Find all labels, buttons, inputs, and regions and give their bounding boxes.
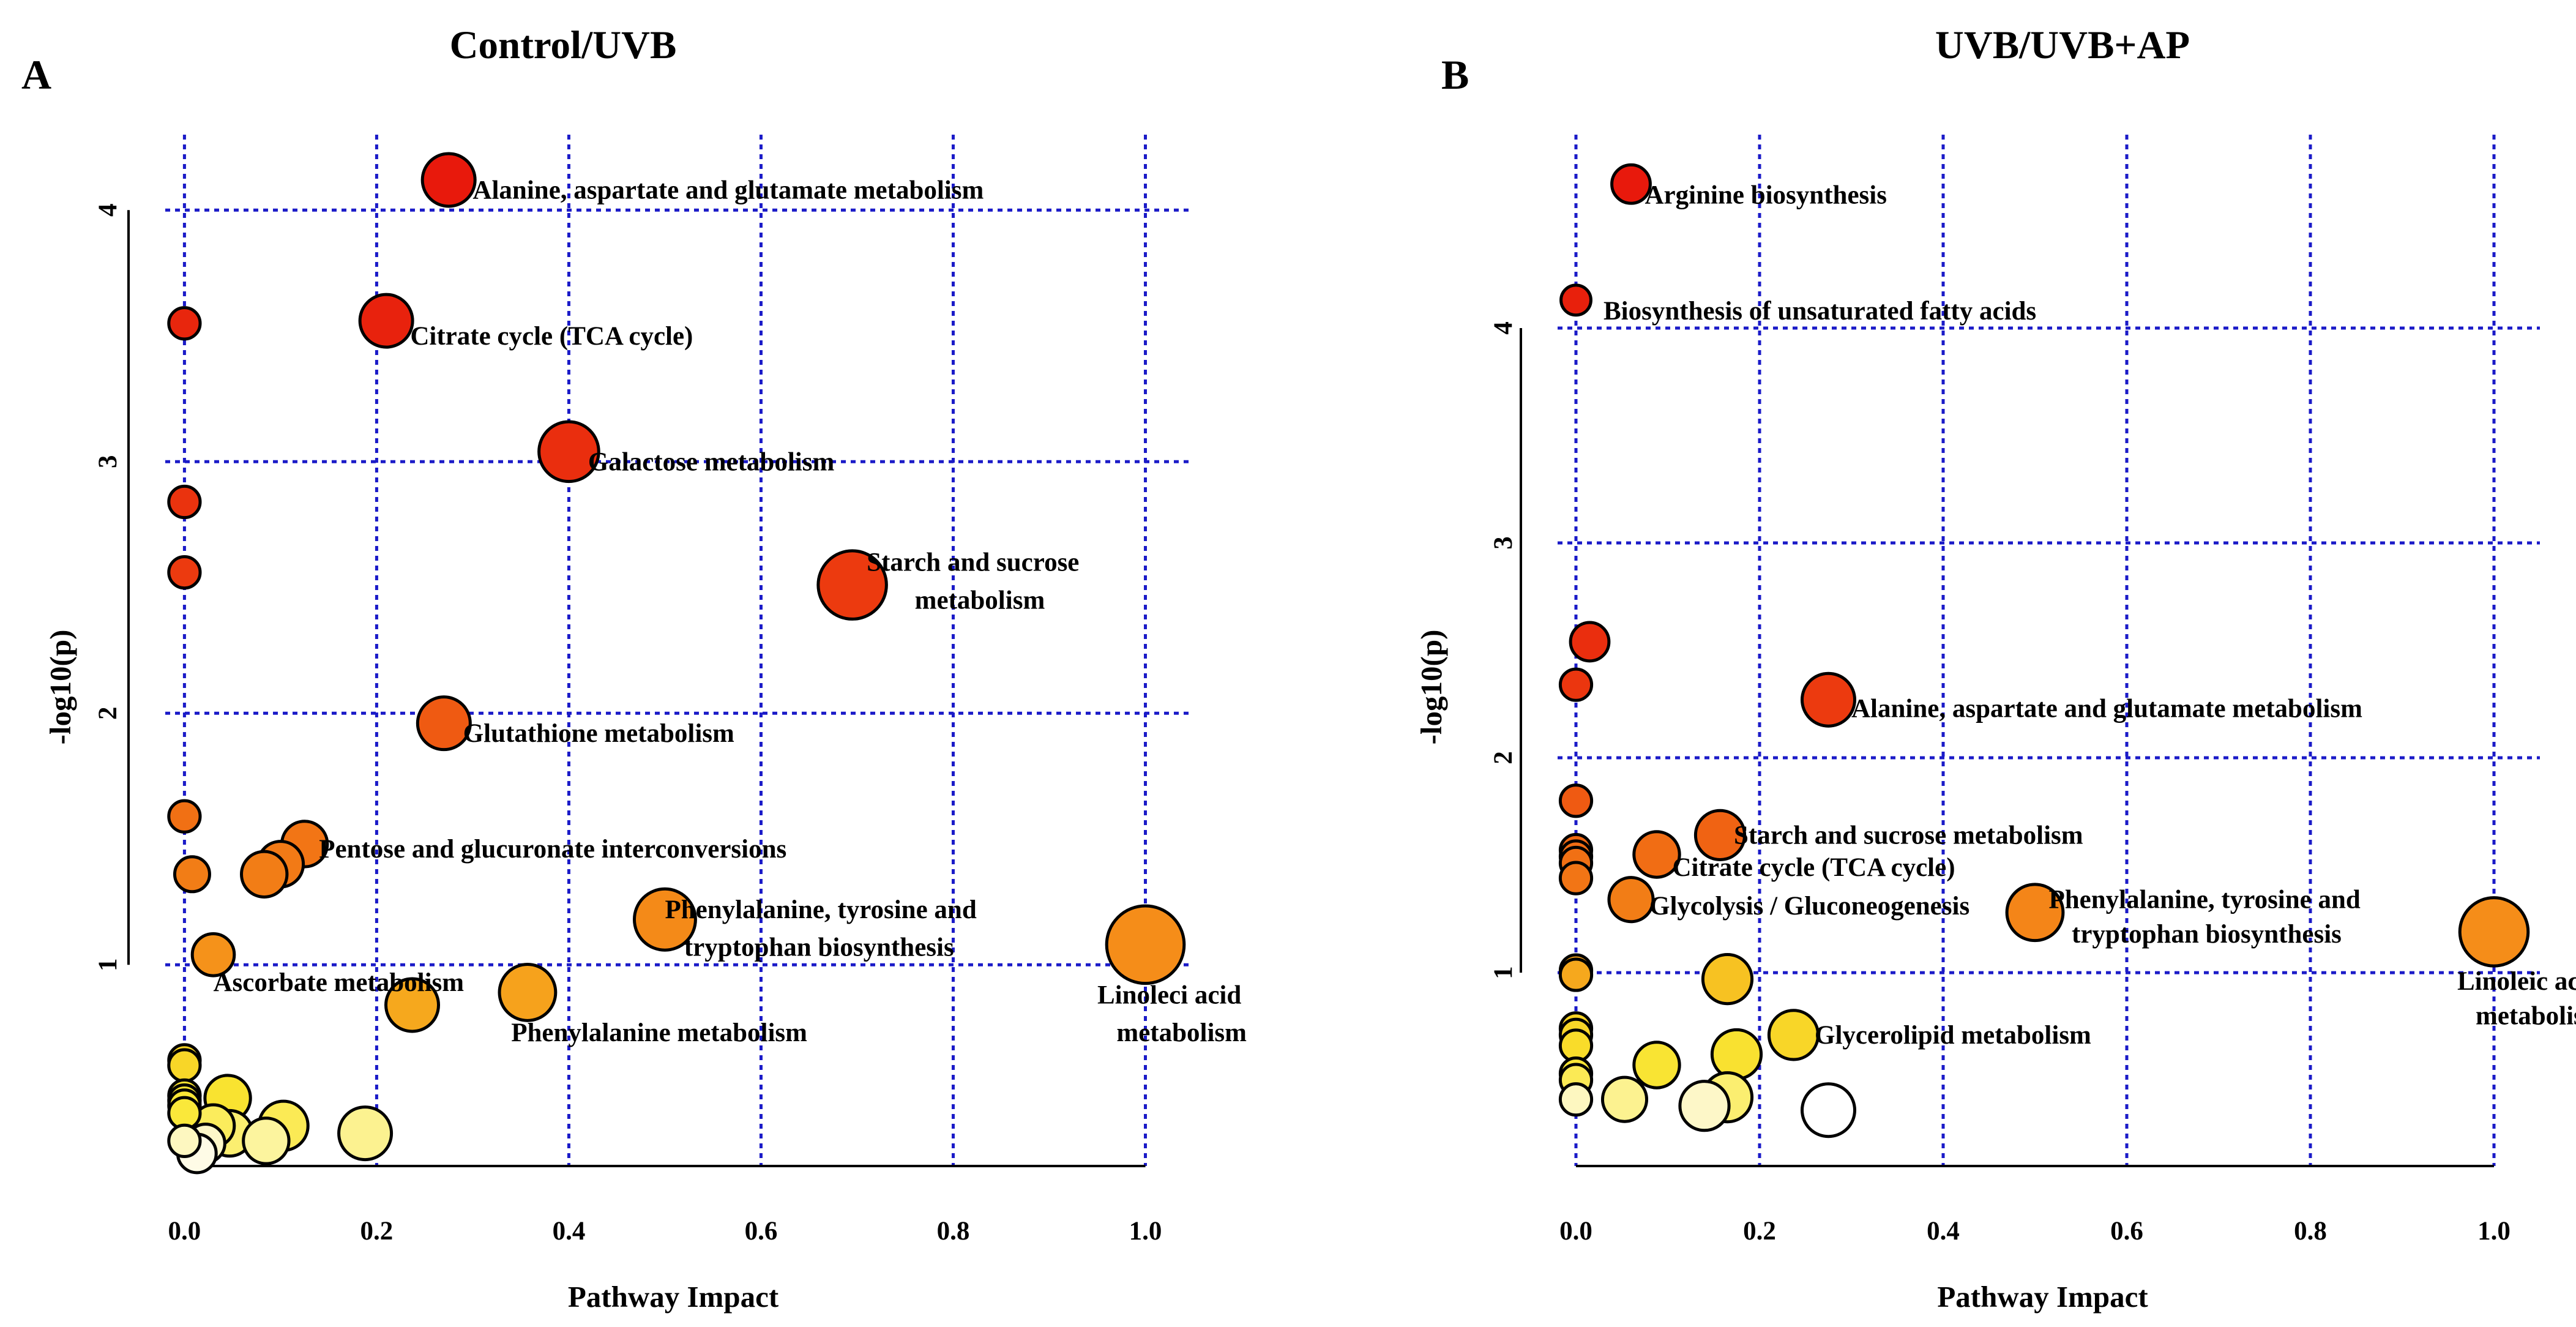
data-point <box>167 1048 202 1083</box>
point-label: Citrate cycle (TCA cycle) <box>410 322 693 351</box>
panel-a: A Control/UVB 0.0 0.2 0.4 0.6 0.8 1.0 1 2 3 4 Pathwa… <box>21 23 1247 1314</box>
x-tick-label: 0.6 <box>745 1217 778 1246</box>
data-point <box>632 887 697 952</box>
data-point <box>173 855 211 894</box>
point-label: Pentose and glucuronate interconversions <box>319 835 786 864</box>
data-point <box>1710 1028 1763 1081</box>
y-axis-title: -log10(p) <box>43 630 77 745</box>
data-point <box>1558 667 1594 702</box>
data-point <box>1558 957 1594 992</box>
point-label: Glycolysis / Gluconeogenesis <box>1649 892 1969 921</box>
data-point <box>1600 1075 1649 1123</box>
point-label: Glycerolipid metabolism <box>1815 1021 2091 1050</box>
x-tick-label: 0.6 <box>2110 1217 2143 1246</box>
y-tick-label: 3 <box>94 455 122 469</box>
x-tick-label: 0.8 <box>2294 1217 2327 1246</box>
data-point <box>1607 876 1655 924</box>
x-tick-label: 0.4 <box>553 1217 586 1246</box>
point-label: metabolism <box>1116 1019 1247 1047</box>
data-point <box>167 799 202 834</box>
x-tick-label: 0.2 <box>1743 1217 1776 1246</box>
point-label: metabolism <box>915 586 1045 615</box>
x-tick-label: 0.8 <box>937 1217 970 1246</box>
y-tick-label: 4 <box>94 204 122 217</box>
data-point <box>498 963 558 1022</box>
y-tick-label: 1 <box>94 958 122 971</box>
point-label: tryptophan biosynthesis <box>2072 920 2342 949</box>
point-label: Linoleci acid <box>1097 981 1241 1010</box>
point-label: Phenylalanine, tyrosine and <box>2049 886 2361 914</box>
data-point <box>2005 883 2065 943</box>
data-point <box>816 549 888 621</box>
x-tick-label: 0.0 <box>168 1217 201 1246</box>
y-tick-label: 1 <box>1489 966 1518 979</box>
data-point <box>1693 809 1747 861</box>
data-point <box>358 293 414 349</box>
data-point <box>1558 861 1594 895</box>
x-tick-label: 0.4 <box>1927 1217 1960 1246</box>
y-tick-label: 2 <box>1489 751 1518 764</box>
data-point <box>167 484 202 520</box>
point-label: Ascorbate metabolism <box>214 968 465 997</box>
panel-b: B UVB/UVB+AP 0.0 0.2 0.4 0.6 0.8 1.0 1 2 3 4 Pathway… <box>1414 23 2576 1314</box>
point-label: Arginine biosynthesis <box>1645 181 1887 209</box>
point-label: Starch and sucrose metabolism <box>1734 821 2083 850</box>
point-label: Starch and sucrose <box>867 548 1079 577</box>
data-point <box>1610 163 1652 205</box>
data-point <box>240 850 289 899</box>
x-tick-label: 0.2 <box>360 1217 394 1246</box>
data-point <box>384 977 441 1033</box>
y-tick-label: 4 <box>1489 321 1518 335</box>
panel-letter: B <box>1441 51 1469 98</box>
data-point <box>1559 283 1592 317</box>
x-tick-label: 0.0 <box>1559 1217 1592 1246</box>
panel-letter: A <box>21 51 51 98</box>
y-tick-label: 3 <box>1489 536 1518 550</box>
data-point <box>537 420 600 484</box>
data-point <box>167 555 202 590</box>
point-label: Phenylalanine, tyrosine and <box>665 895 976 924</box>
data-point <box>167 306 202 341</box>
y-tick-label: 2 <box>94 706 122 720</box>
chart-title: UVB/UVB+AP <box>1935 23 2190 67</box>
data-point <box>1701 952 1754 1006</box>
data-point <box>1569 621 1611 663</box>
data-point <box>167 1123 202 1159</box>
point-label: Linoleic acid <box>2457 967 2576 996</box>
data-point <box>1632 1041 1681 1090</box>
point-label: Alanine, aspartate and glutamate metabol… <box>1851 694 2362 723</box>
x-axis-title: Pathway Impact <box>1937 1280 2148 1314</box>
data-point <box>190 932 236 977</box>
chart-title: Control/UVB <box>450 23 677 67</box>
data-point <box>1558 783 1594 818</box>
point-label: Alanine, aspartate and glutamate metabol… <box>472 176 984 204</box>
point-label: Citrate cycle (TCA cycle) <box>1673 853 1955 882</box>
data-point <box>2458 896 2530 968</box>
y-axis-title: -log10(p) <box>1414 630 1448 745</box>
point-label: metabolism <box>2476 1001 2576 1030</box>
point-label: Biosynthesis of unsaturated fatty acids <box>1603 297 2036 326</box>
point-label: Phenylalanine metabolism <box>511 1019 807 1047</box>
data-point <box>1105 904 1186 985</box>
point-label: Glutathione metabolism <box>463 719 734 748</box>
data-point <box>1801 1082 1856 1138</box>
x-tick-label: 1.0 <box>2477 1217 2511 1246</box>
data-point <box>1632 830 1681 879</box>
data-point <box>1801 671 1856 728</box>
data-point <box>337 1105 394 1162</box>
data-point <box>1678 1080 1731 1132</box>
data-point <box>242 1116 291 1165</box>
data-point <box>416 695 472 752</box>
point-label: tryptophan biosynthesis <box>684 933 954 962</box>
data-point <box>1558 1082 1594 1117</box>
x-axis-title: Pathway Impact <box>568 1280 779 1314</box>
data-point <box>1767 1009 1820 1061</box>
point-label: Galactose metabolism <box>588 447 835 476</box>
data-point <box>420 152 477 208</box>
x-tick-label: 1.0 <box>1129 1217 1162 1246</box>
